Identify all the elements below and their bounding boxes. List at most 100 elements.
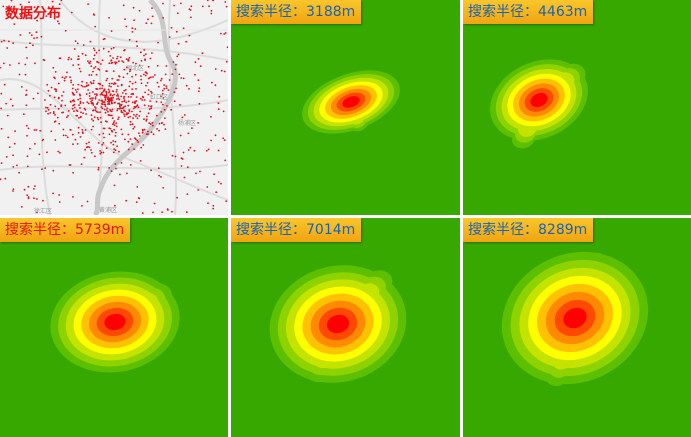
data-point (45, 15, 48, 17)
data-point (115, 61, 118, 64)
data-point (146, 115, 148, 118)
data-point (138, 9, 141, 12)
data-point (177, 42, 180, 45)
data-point (115, 122, 118, 125)
data-point (143, 73, 145, 76)
data-point (80, 84, 83, 87)
data-point (117, 85, 119, 87)
data-point (140, 78, 143, 81)
data-point (142, 144, 145, 146)
data-point (94, 155, 96, 158)
data-point (11, 104, 14, 107)
data-point (19, 15, 22, 17)
data-point (99, 87, 101, 90)
data-point (88, 141, 90, 144)
data-point (118, 105, 121, 108)
data-point (85, 85, 88, 87)
data-point (205, 149, 208, 152)
data-point (160, 101, 163, 104)
data-point (141, 99, 144, 101)
data-point (175, 30, 178, 33)
data-point (39, 129, 42, 132)
data-point (89, 81, 92, 84)
data-point (114, 135, 117, 137)
data-point (104, 96, 106, 99)
data-point (138, 115, 141, 117)
data-point (118, 150, 120, 153)
data-point (57, 150, 60, 153)
data-point (65, 116, 68, 119)
road (59, 0, 228, 43)
data-point (41, 168, 43, 171)
data-point (118, 102, 121, 105)
data-point (117, 97, 120, 100)
map-label: 闸北区 (126, 65, 145, 72)
data-point (214, 84, 217, 87)
data-point (105, 109, 108, 111)
road (39, 0, 51, 215)
data-point (142, 96, 145, 99)
data-point (92, 47, 95, 50)
data-point (108, 90, 111, 92)
data-point (150, 105, 153, 107)
data-point (105, 79, 108, 82)
data-point (60, 0, 63, 2)
data-point (110, 99, 113, 102)
data-point (147, 93, 150, 96)
data-point (164, 117, 166, 119)
data-point (226, 46, 228, 49)
data-point (217, 149, 220, 152)
map-label: 杨浦区 (178, 120, 197, 127)
data-point (173, 100, 176, 103)
data-point (144, 74, 147, 77)
data-point (189, 146, 192, 149)
data-point (171, 73, 174, 75)
data-point (120, 162, 123, 164)
data-point (92, 125, 94, 128)
data-point (164, 73, 167, 76)
data-point (42, 199, 44, 202)
data-point (131, 31, 134, 33)
data-point (120, 111, 123, 113)
data-point (104, 105, 107, 107)
data-point (127, 58, 130, 61)
map-label: 虹口区 (150, 94, 169, 101)
data-point (71, 133, 74, 136)
road (0, 39, 228, 61)
data-point (132, 117, 135, 120)
data-point (97, 118, 100, 121)
data-point (0, 92, 3, 95)
data-point (131, 27, 134, 30)
data-point (117, 95, 120, 97)
data-point (152, 211, 154, 214)
data-point (0, 178, 2, 181)
data-point (81, 129, 84, 131)
data-point (147, 130, 149, 133)
data-point (111, 108, 114, 111)
data-point (197, 189, 200, 191)
data-point (59, 57, 62, 60)
data-point (112, 46, 115, 49)
data-point (99, 93, 102, 96)
data-point (158, 174, 161, 177)
data-point (19, 34, 22, 36)
data-point (115, 91, 118, 93)
data-point (160, 79, 162, 82)
data-point (24, 73, 27, 76)
river (92, 0, 178, 215)
data-point (121, 100, 123, 103)
data-point (29, 147, 31, 150)
data-point (102, 38, 105, 41)
data-point (148, 77, 151, 79)
data-point (47, 112, 49, 115)
data-point (92, 97, 94, 99)
data-point (140, 146, 143, 149)
data-point (116, 98, 118, 100)
data-point (165, 85, 168, 87)
data-point (118, 60, 120, 63)
data-point (111, 94, 114, 97)
data-point (90, 65, 93, 68)
data-point (213, 173, 216, 176)
data-point (92, 13, 95, 16)
data-point (128, 38, 131, 41)
